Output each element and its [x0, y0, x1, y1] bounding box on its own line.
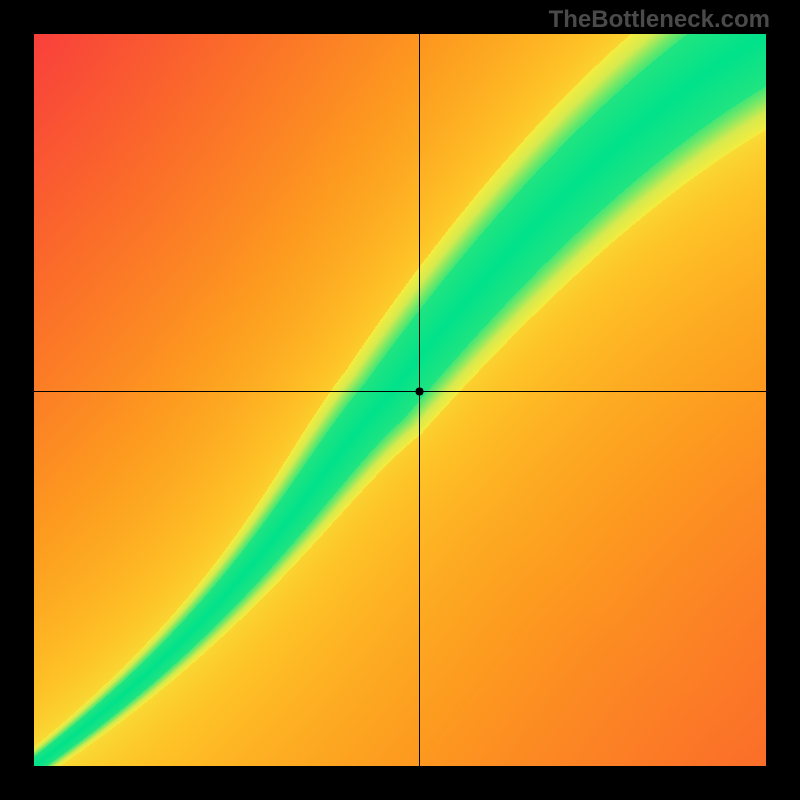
bottleneck-heatmap [34, 34, 766, 766]
watermark-text: TheBottleneck.com [549, 6, 770, 34]
chart-container: TheBottleneck.com [0, 0, 800, 800]
